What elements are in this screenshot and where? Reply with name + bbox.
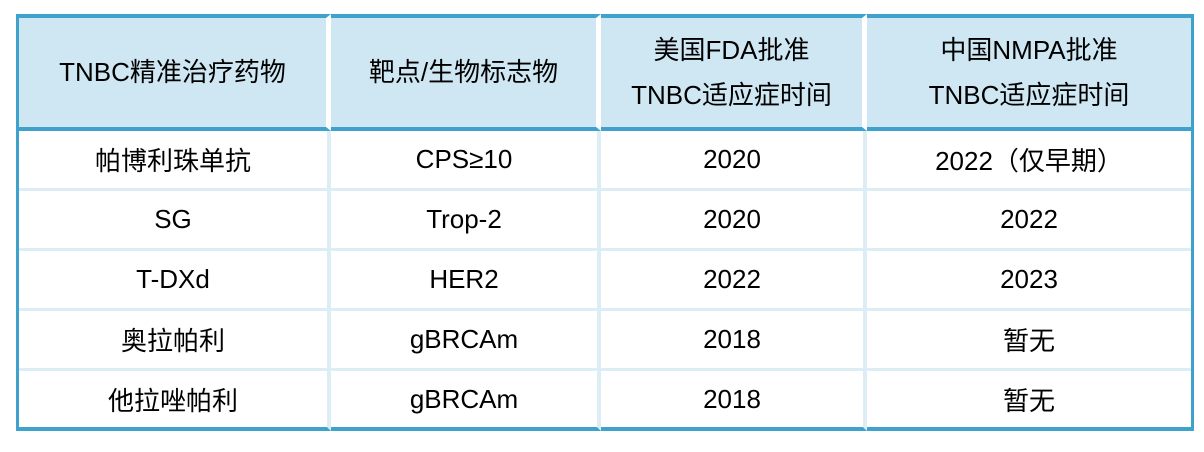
column-header-fda: 美国FDA批准 TNBC适应症时间 bbox=[601, 14, 867, 131]
target-cell: gBRCAm bbox=[331, 311, 601, 371]
nmpa-approval-year-cell: 暂无 bbox=[867, 311, 1191, 371]
table-row: 他拉唑帕利 gBRCAm 2018 暂无 bbox=[19, 371, 1191, 431]
fda-approval-year-cell: 2018 bbox=[601, 371, 867, 431]
fda-approval-year-cell: 2020 bbox=[601, 131, 867, 191]
fda-approval-year-cell: 2018 bbox=[601, 311, 867, 371]
nmpa-approval-year-cell: 暂无 bbox=[867, 371, 1191, 431]
column-header-nmpa-label-line2: TNBC适应症时间 bbox=[928, 79, 1130, 110]
drug-name-cell: 他拉唑帕利 bbox=[19, 371, 331, 431]
column-header-nmpa-label-line1: 中国NMPA批准 bbox=[940, 35, 1118, 66]
column-header-drug: TNBC精准治疗药物 bbox=[19, 14, 331, 131]
target-cell: gBRCAm bbox=[331, 371, 601, 431]
fda-approval-year-cell: 2022 bbox=[601, 251, 867, 311]
target-cell: Trop-2 bbox=[331, 191, 601, 251]
fda-approval-year-cell: 2020 bbox=[601, 191, 867, 251]
column-header-fda-label-line2: TNBC适应症时间 bbox=[631, 79, 832, 110]
target-cell: CPS≥10 bbox=[331, 131, 601, 191]
drug-name-cell: SG bbox=[19, 191, 331, 251]
column-header-target: 靶点/生物标志物 bbox=[331, 14, 601, 131]
drug-name-cell: 奥拉帕利 bbox=[19, 311, 331, 371]
table-row: 帕博利珠单抗 CPS≥10 2020 2022（仅早期） bbox=[19, 131, 1191, 191]
nmpa-approval-year-cell: 2023 bbox=[867, 251, 1191, 311]
column-header-nmpa: 中国NMPA批准 TNBC适应症时间 bbox=[867, 14, 1191, 131]
column-header-fda-label-line1: 美国FDA批准 bbox=[653, 35, 810, 66]
drug-name-cell: T-DXd bbox=[19, 251, 331, 311]
column-header-drug-label: TNBC精准治疗药物 bbox=[59, 57, 286, 88]
nmpa-approval-year-cell: 2022（仅早期） bbox=[867, 131, 1191, 191]
approval-table: TNBC精准治疗药物 靶点/生物标志物 美国FDA批准 TNBC适应症时间 中国… bbox=[16, 14, 1194, 431]
table-row: 奥拉帕利 gBRCAm 2018 暂无 bbox=[19, 311, 1191, 371]
header-row: TNBC精准治疗药物 靶点/生物标志物 美国FDA批准 TNBC适应症时间 中国… bbox=[19, 14, 1191, 131]
nmpa-approval-year-cell: 2022 bbox=[867, 191, 1191, 251]
drug-name-cell: 帕博利珠单抗 bbox=[19, 131, 331, 191]
target-cell: HER2 bbox=[331, 251, 601, 311]
table-row: SG Trop-2 2020 2022 bbox=[19, 191, 1191, 251]
column-header-target-label: 靶点/生物标志物 bbox=[368, 57, 559, 88]
table-row: T-DXd HER2 2022 2023 bbox=[19, 251, 1191, 311]
approval-table-container: TNBC精准治疗药物 靶点/生物标志物 美国FDA批准 TNBC适应症时间 中国… bbox=[16, 14, 1194, 431]
